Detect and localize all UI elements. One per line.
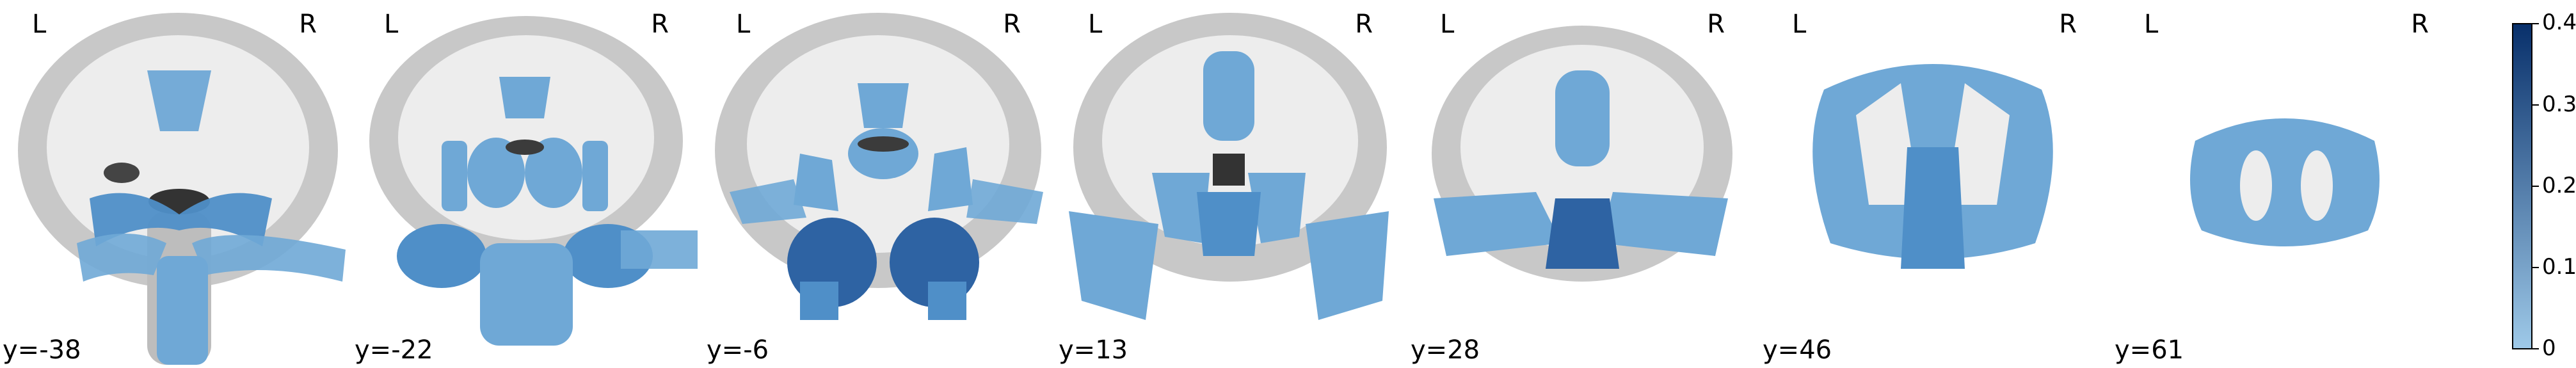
brain-slice-image — [1069, 13, 1389, 320]
slice-panel-3: L R y=-6 — [704, 0, 1053, 368]
colorbar-tickmark — [2532, 348, 2539, 349]
orientation-right-label: R — [2411, 10, 2429, 39]
slice-coordinate-label: y=-22 — [355, 335, 433, 365]
colorbar-tick-label: 0.3 — [2542, 92, 2576, 117]
slice-coordinate-label: y=46 — [1763, 335, 1832, 365]
orientation-left-label: L — [32, 10, 47, 39]
colorbar-tickmark — [2532, 104, 2539, 106]
orientation-left-label: L — [1792, 10, 1807, 39]
slice-panel-5: L R y=28 — [1408, 0, 1757, 368]
colorbar-tick-label: 0.1 — [2542, 254, 2576, 280]
colorbar-tickmark — [2532, 23, 2539, 24]
slice-coordinate-label: y=-38 — [3, 335, 81, 365]
colorbar-tickmark — [2532, 186, 2539, 187]
brain-slice-image — [1432, 26, 1732, 282]
slice-panel-2: L R y=-22 — [352, 0, 701, 368]
orientation-left-label: L — [1088, 10, 1103, 39]
orientation-right-label: R — [2059, 10, 2077, 39]
slice-panel-4: L R y=13 — [1056, 0, 1405, 368]
slice-coordinate-label: y=28 — [1411, 335, 1480, 365]
colorbar-tickmark — [2532, 267, 2539, 268]
slice-panel-6: L R y=46 — [1760, 0, 2109, 368]
brain-slice-image — [18, 13, 346, 365]
orientation-left-label: L — [1440, 10, 1455, 39]
slice-coordinate-label: y=-6 — [707, 335, 769, 365]
orientation-right-label: R — [1707, 10, 1725, 39]
orientation-right-label: R — [1003, 10, 1021, 39]
colorbar-tick-label: 0 — [2542, 335, 2556, 361]
brain-slice-image — [2190, 118, 2380, 246]
orientation-left-label: L — [736, 10, 751, 39]
orientation-right-label: R — [299, 10, 317, 39]
orientation-right-label: R — [651, 10, 669, 39]
slice-panel-1: L R y=-38 — [0, 0, 349, 368]
colorbar-tick-label: 0.2 — [2542, 173, 2576, 198]
colorbar — [2512, 23, 2532, 349]
slice-coordinate-label: y=13 — [1059, 335, 1128, 365]
colorbar-tick-label: 0.4 — [2542, 10, 2576, 35]
orientation-right-label: R — [1355, 10, 1373, 39]
orientation-left-label: L — [384, 10, 399, 39]
brain-slice-image — [369, 16, 698, 346]
brain-slice-image — [1812, 64, 2053, 269]
orientation-left-label: L — [2144, 10, 2159, 39]
slice-panel-7: L R y=61 — [2112, 0, 2461, 368]
slice-coordinate-label: y=61 — [2115, 335, 2184, 365]
brain-slice-image — [715, 13, 1043, 320]
